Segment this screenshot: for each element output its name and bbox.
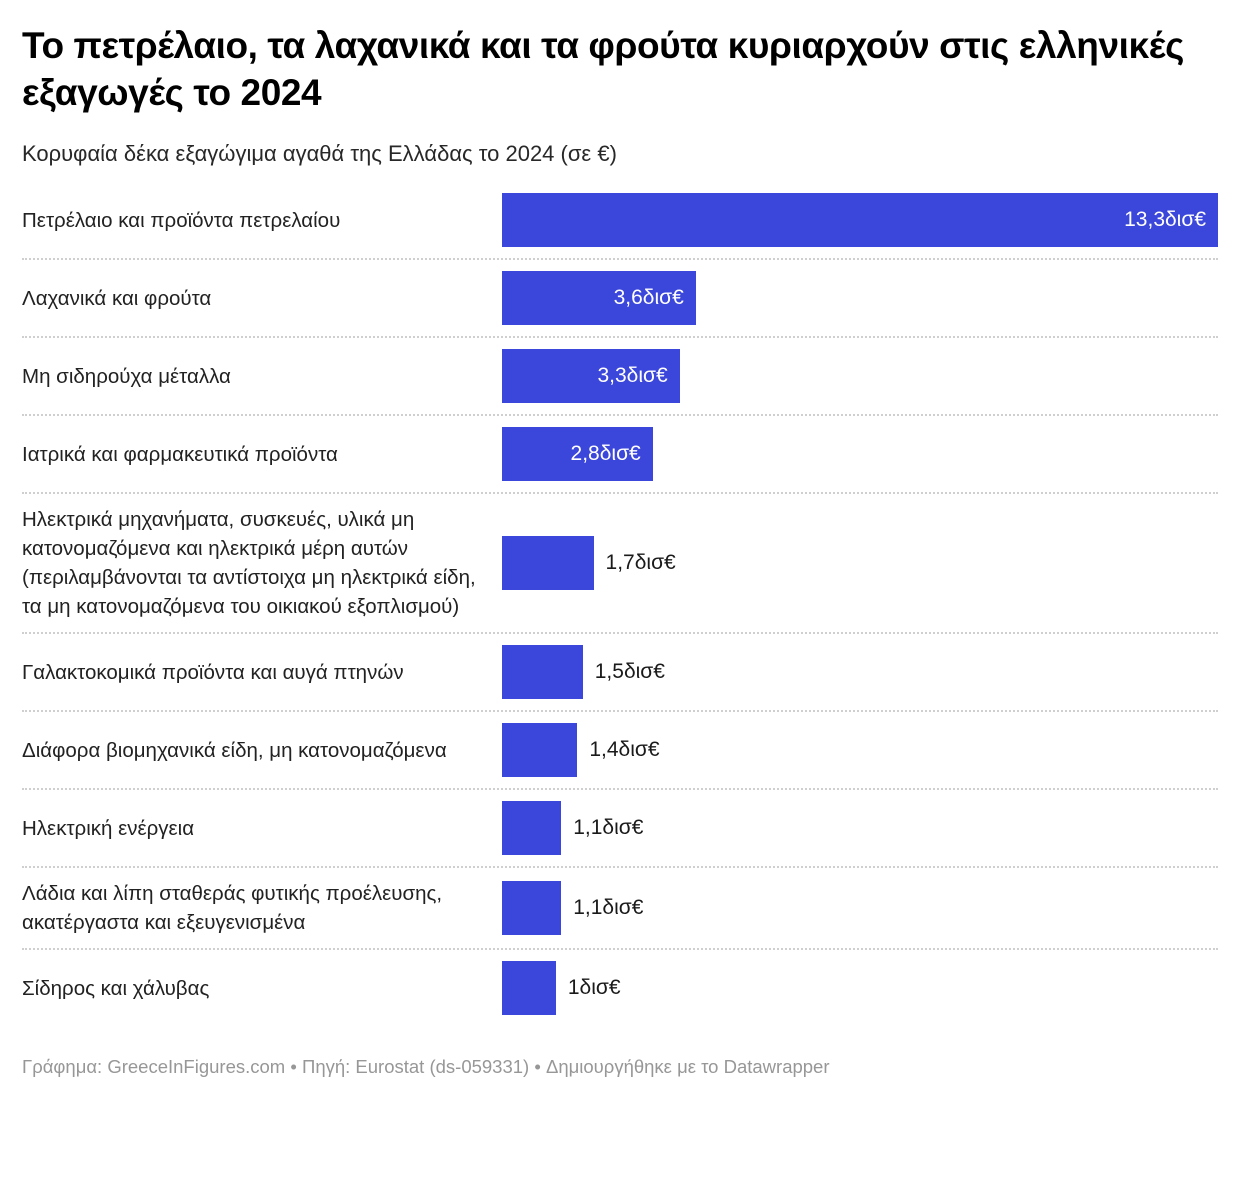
bar bbox=[502, 645, 583, 699]
bar bbox=[502, 723, 578, 777]
bar-area: 13,3δισ€ bbox=[502, 193, 1218, 247]
bar-area: 1,4δισ€ bbox=[502, 723, 1218, 777]
bar-area: 1δισ€ bbox=[502, 961, 1218, 1015]
bar: 3,6δισ€ bbox=[502, 271, 696, 325]
bar-area: 1,1δισ€ bbox=[502, 881, 1218, 935]
bar bbox=[502, 881, 562, 935]
category-label: Λάδια και λίπη σταθεράς φυτικής προέλευσ… bbox=[22, 882, 443, 934]
value-label: 13,3δισ€ bbox=[1124, 208, 1206, 231]
category-label: Ηλεκτρική ενέργεια bbox=[22, 816, 195, 840]
bar: 3,3δισ€ bbox=[502, 349, 680, 403]
category-label: Μη σιδηρούχα μέταλλα bbox=[22, 364, 231, 388]
category-label: Λαχανικά και φρούτα bbox=[22, 286, 212, 310]
bar bbox=[502, 961, 556, 1015]
value-label: 1,5δισ€ bbox=[594, 660, 665, 683]
chart-row: Πετρέλαιο και προϊόντα πετρελαίου 13,3δισ… bbox=[22, 182, 1218, 258]
bar-area: 1,5δισ€ bbox=[502, 645, 1218, 699]
bar-area: 2,8δισ€ bbox=[502, 427, 1218, 481]
chart-subtitle: Κορυφαία δέκα εξαγώγιμα αγαθά της Ελλάδα… bbox=[22, 141, 617, 166]
bar-area: 1,7δισ€ bbox=[502, 536, 1218, 590]
value-label: 3,3δισ€ bbox=[597, 364, 668, 387]
value-label: 1δισ€ bbox=[567, 976, 621, 999]
chart-row: Ιατρικά και φαρμακευτικά προϊόντα 2,8δισ€ bbox=[22, 414, 1218, 492]
bar bbox=[502, 536, 594, 590]
chart-attribution: Γράφημα: GreeceInFigures.com • Πηγή: Eur… bbox=[22, 1056, 830, 1077]
category-label: Ιατρικά και φαρμακευτικά προϊόντα bbox=[22, 442, 338, 466]
value-label: 1,1δισ€ bbox=[573, 816, 644, 839]
chart-row: Μη σιδηρούχα μέταλλα 3,3δισ€ bbox=[22, 336, 1218, 414]
value-label: 3,6δισ€ bbox=[613, 286, 684, 309]
bar-area: 1,1δισ€ bbox=[502, 801, 1218, 855]
page-title: Το πετρέλαιο, τα λαχανικά και τα φρούτα … bbox=[22, 25, 1184, 113]
bar: 2,8δισ€ bbox=[502, 427, 653, 481]
bar: 13,3δισ€ bbox=[502, 193, 1218, 247]
bar-chart: Πετρέλαιο και προϊόντα πετρελαίου 13,3δισ… bbox=[22, 182, 1218, 1026]
chart-row: Διάφορα βιομηχανικά είδη, μη κατονομαζόμ… bbox=[22, 710, 1218, 788]
chart-row: Γαλακτοκομικά προϊόντα και αυγά πτηνών 1,… bbox=[22, 632, 1218, 710]
category-label: Σίδηρος και χάλυβας bbox=[22, 976, 210, 1000]
category-label: Διάφορα βιομηχανικά είδη, μη κατονομαζόμ… bbox=[22, 738, 447, 762]
category-label: Πετρέλαιο και προϊόντα πετρελαίου bbox=[22, 208, 341, 232]
chart-row: Λαχανικά και φρούτα 3,6δισ€ bbox=[22, 258, 1218, 336]
value-label: 2,8δισ€ bbox=[570, 442, 641, 465]
value-label: 1,7δισ€ bbox=[605, 551, 676, 574]
bar-area: 3,3δισ€ bbox=[502, 349, 1218, 403]
bar bbox=[502, 801, 562, 855]
category-label: Ηλεκτρικά μηχανήματα, συσκευές, υλικά μη… bbox=[22, 508, 476, 618]
value-label: 1,4δισ€ bbox=[589, 738, 660, 761]
value-label: 1,1δισ€ bbox=[573, 896, 644, 919]
chart-row: Λάδια και λίπη σταθεράς φυτικής προέλευσ… bbox=[22, 866, 1218, 948]
chart-row: Σίδηρος και χάλυβας 1δισ€ bbox=[22, 948, 1218, 1026]
chart-row: Ηλεκτρικά μηχανήματα, συσκευές, υλικά μη… bbox=[22, 492, 1218, 632]
chart-row: Ηλεκτρική ενέργεια 1,1δισ€ bbox=[22, 788, 1218, 866]
category-label: Γαλακτοκομικά προϊόντα και αυγά πτηνών bbox=[22, 660, 404, 684]
bar-area: 3,6δισ€ bbox=[502, 271, 1218, 325]
